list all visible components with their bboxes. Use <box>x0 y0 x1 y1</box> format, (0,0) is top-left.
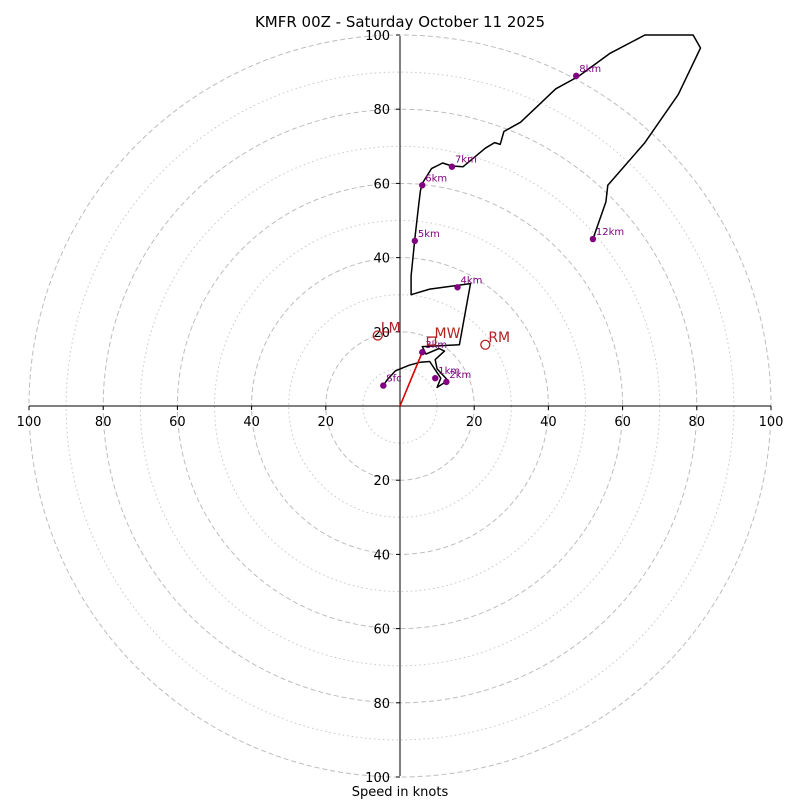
shear-vector-line <box>399 351 423 407</box>
y-tick-label: 100 <box>365 29 390 44</box>
x-tick-label: 20 <box>318 415 335 430</box>
x-tick-label: 80 <box>689 415 706 430</box>
chart-title: KMFR 00Z - Saturday October 11 2025 <box>255 13 545 31</box>
storm-motion-label-rm: RM <box>488 330 510 346</box>
height-label-2km: 2km <box>449 370 471 381</box>
height-marker-1km <box>432 374 439 382</box>
tick-labels: 100 80 60 40 20 20 40 60 80 100100806040202040608… <box>17 29 784 786</box>
x-tick-label: 40 <box>243 415 260 430</box>
height-label-7km: 7km <box>455 155 477 166</box>
y-tick-label: 40 <box>373 548 390 563</box>
y-tick-label: 80 <box>373 697 390 712</box>
wind-trace <box>382 34 702 407</box>
storm-motion-marker-lm <box>372 330 383 341</box>
height-marker-7km <box>448 163 456 170</box>
x-tick-label: 100 <box>759 415 784 430</box>
x-tick-label: 20 <box>466 415 483 430</box>
storm-motion-marker-mw <box>426 336 437 346</box>
x-tick-label: 100 <box>17 415 42 430</box>
height-label-8km: 8km <box>579 64 601 75</box>
height-marker-sfc <box>380 382 387 389</box>
x-tick-label: 60 <box>169 415 186 430</box>
height-label-3km: 3km <box>425 340 447 351</box>
height-marker-12km <box>589 235 597 243</box>
hodograph-trace-line <box>382 34 702 389</box>
storm-motion-label-mw: MW <box>435 326 461 342</box>
height-marker-4km <box>454 284 461 291</box>
x-tick-label: 60 <box>614 415 631 430</box>
height-marker-2km <box>443 378 450 386</box>
height-label-1km: 1km <box>438 366 460 377</box>
y-tick-label: 20 <box>373 474 390 489</box>
height-label-6km: 6km <box>425 173 447 184</box>
height-marker-6km <box>419 182 426 189</box>
y-tick-label: 60 <box>373 623 390 638</box>
y-tick-label: 100 <box>365 771 390 786</box>
y-tick-label: 40 <box>373 252 390 267</box>
height-label-5km: 5km <box>418 229 440 240</box>
height-label-4km: 4km <box>461 275 483 286</box>
height-marker-5km <box>411 237 419 245</box>
y-tick-label: 60 <box>373 177 390 192</box>
x-tick-label: 80 <box>95 415 112 430</box>
storm-motion-marker-rm <box>480 339 491 350</box>
height-label-12km: 12km <box>596 227 624 238</box>
height-marker-3km <box>419 349 426 356</box>
storm-motion-label-lm: LM <box>381 321 401 337</box>
storm-motion-markers: LM MW RM <box>372 321 510 350</box>
x-tick-label: 40 <box>540 415 557 430</box>
y-tick-label: 80 <box>373 103 390 118</box>
height-label-sfc: Sfc <box>386 374 401 385</box>
height-marker-8km <box>573 72 580 80</box>
x-axis-label: Speed in knots <box>352 785 449 800</box>
